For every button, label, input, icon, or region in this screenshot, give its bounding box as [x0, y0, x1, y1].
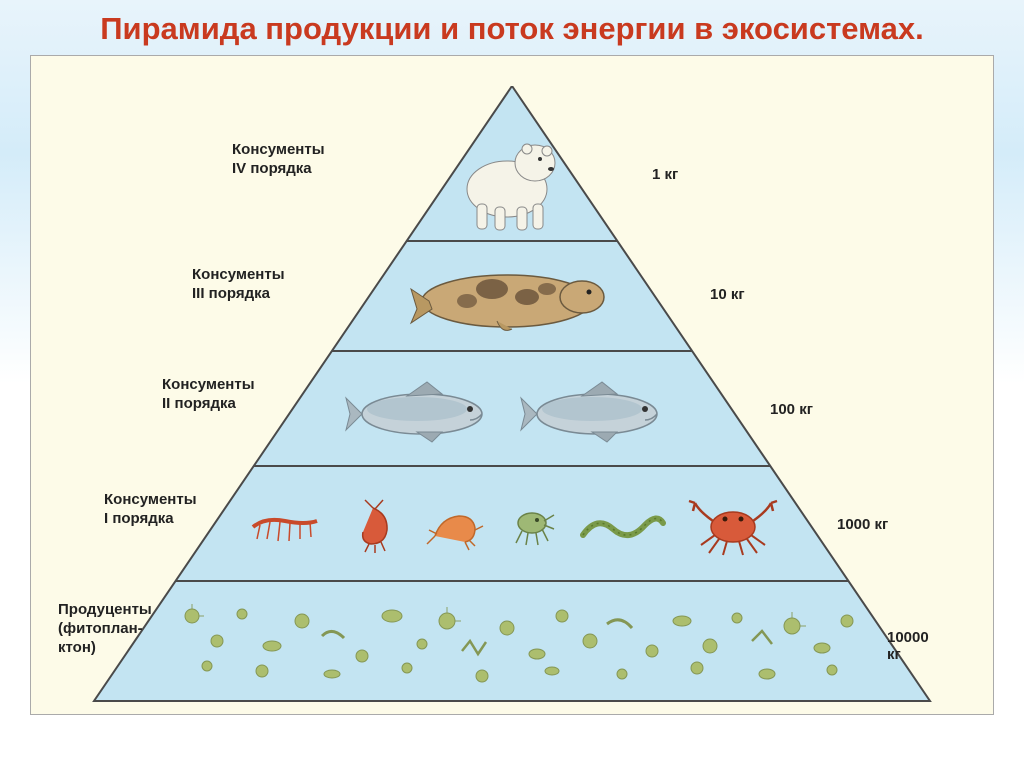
- organism-layer-4: [442, 116, 582, 236]
- organism-layer-1: [242, 476, 782, 576]
- worm-green-icon: [577, 501, 667, 551]
- level-label-1: Консументы I порядка: [104, 491, 197, 529]
- organism-layer-2: [332, 361, 692, 461]
- zooplankton-green-icon: [504, 501, 559, 551]
- diagram-frame: Консументы IV порядка 1 кг Консументы II…: [30, 55, 994, 715]
- krill-icon: [245, 499, 325, 554]
- pyramid-container: Консументы IV порядка 1 кг Консументы II…: [82, 86, 942, 706]
- fish-icon-1: [342, 374, 507, 449]
- page-title: Пирамида продукции и поток энергии в эко…: [0, 0, 1024, 55]
- shrimp-orange-icon: [421, 496, 486, 556]
- fish-icon-2: [517, 374, 682, 449]
- level-label-3: Консументы III порядка: [192, 266, 285, 304]
- organism-layer-0: [152, 586, 872, 696]
- level-label-4: Консументы IV порядка: [232, 141, 325, 179]
- level-label-0: Продуценты (фитоплан- ктон): [58, 601, 152, 657]
- mass-label-4: 1 кг: [652, 166, 678, 183]
- mass-label-2: 100 кг: [770, 401, 813, 418]
- phytoplankton-icon: [152, 586, 872, 696]
- crab-red-icon: [685, 491, 780, 561]
- mass-label-1: 1000 кг: [837, 516, 888, 533]
- shrimp-red-icon: [343, 496, 403, 556]
- seal-icon: [407, 259, 617, 339]
- polar-bear-icon: [447, 119, 577, 234]
- organism-layer-3: [402, 254, 622, 344]
- mass-label-0: 10000 кг: [887, 629, 942, 663]
- level-label-2: Консументы II порядка: [162, 376, 255, 414]
- mass-label-3: 10 кг: [710, 286, 745, 303]
